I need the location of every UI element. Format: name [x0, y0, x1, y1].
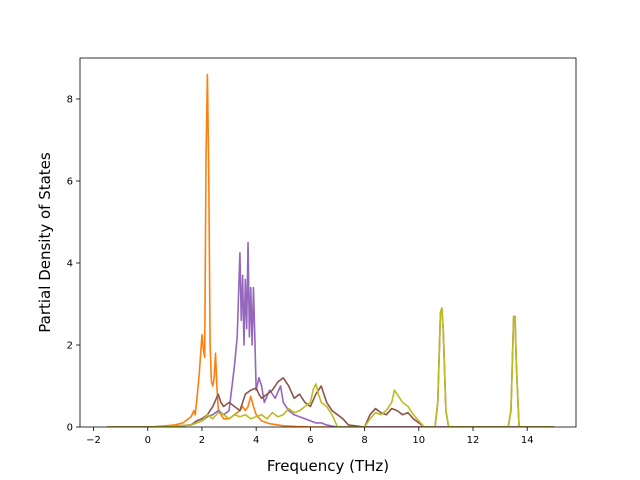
y-tick-label: 6 [67, 177, 73, 188]
series-line-1 [107, 73, 555, 427]
x-axis: −2 0 2 4 6 8 10 12 14 [86, 427, 534, 446]
plot-frame [79, 57, 577, 428]
x-tick-label: 10 [412, 435, 425, 446]
x-axis-title: Frequency (THz) [267, 457, 389, 475]
x-tick-label: −2 [86, 435, 101, 446]
x-tick-label: 4 [253, 435, 259, 446]
series-line-2 [107, 241, 555, 427]
y-tick-label: 4 [67, 259, 73, 270]
x-tick-label: 8 [361, 435, 367, 446]
x-tick-label: 2 [199, 435, 205, 446]
y-tick-label: 0 [67, 423, 73, 434]
series-line-4 [107, 307, 555, 427]
x-tick-label: 12 [467, 435, 480, 446]
x-tick-label: 0 [145, 435, 151, 446]
y-axis: 0 2 4 6 8 [67, 95, 80, 434]
x-tick-label: 14 [521, 435, 534, 446]
series-layer [107, 73, 555, 427]
plot-area [80, 58, 576, 427]
x-tick-label: 6 [307, 435, 313, 446]
y-tick-label: 8 [67, 95, 73, 106]
y-tick-label: 2 [67, 341, 73, 352]
y-axis-title: Partial Density of States [36, 152, 54, 333]
